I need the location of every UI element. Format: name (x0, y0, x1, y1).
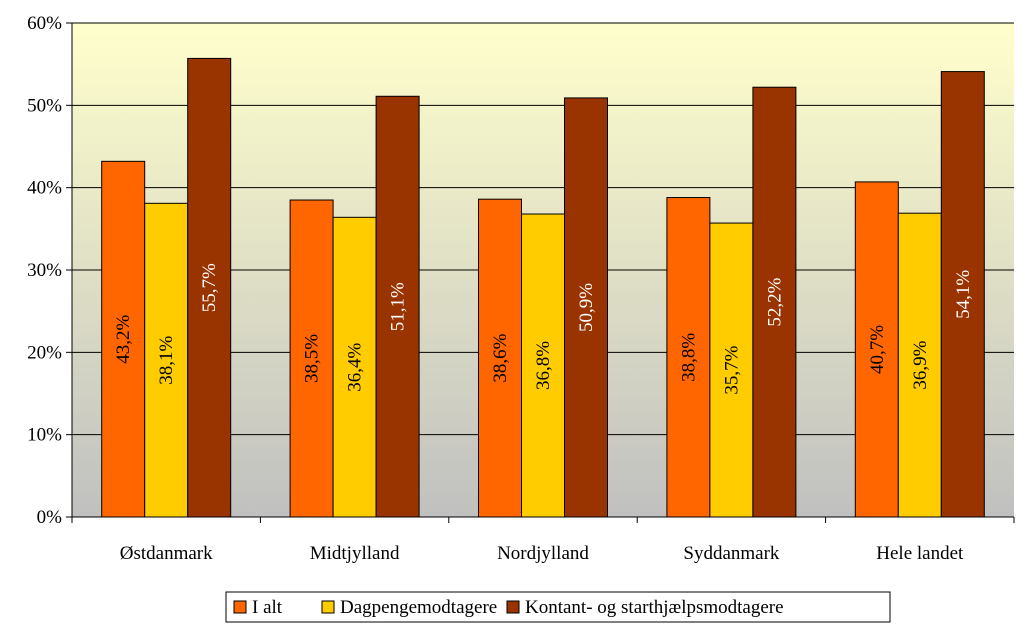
bar (752, 86, 797, 518)
legend-swatch (506, 600, 520, 614)
bar (854, 181, 899, 518)
x-tick-label: Nordjylland (497, 543, 589, 564)
x-axis-ticks: Østdanmark Midtjylland Nordjylland Syddanma… (71, 517, 1015, 564)
data-label: 50,9% (576, 283, 597, 332)
x-tick-label: Syddanmark (683, 543, 780, 564)
data-label: 38,6% (490, 333, 511, 382)
y-tick-label: 40% (27, 178, 62, 199)
data-label: 38,8% (678, 333, 699, 382)
bar (709, 222, 754, 518)
legend-label: Dagpengemodtagere (340, 597, 497, 618)
data-label: 38,1% (156, 335, 177, 384)
legend-swatch (233, 600, 247, 614)
y-tick-label: 30% (27, 260, 62, 281)
x-tick-label: Østdanmark (120, 543, 213, 564)
bar (478, 198, 522, 518)
y-tick-label: 10% (27, 425, 62, 446)
bar-labels: 43,2% 38,1% 55,7% 38,5% 36,4% 51,1% 38,6% 36,8%… (113, 263, 974, 395)
data-label: 40,7% (867, 325, 888, 374)
data-label: 35,7% (721, 345, 742, 394)
y-tick-label: 50% (27, 95, 62, 116)
y-tick-label: 60% (27, 13, 62, 34)
data-label: 36,4% (345, 342, 366, 391)
y-axis-ticks: 0% 10% 20% 30% 40% 50% 60% (27, 13, 72, 528)
y-tick-label: 0% (37, 507, 63, 528)
data-label: 52,2% (764, 277, 785, 326)
data-label: 43,2% (113, 314, 134, 363)
legend-box (225, 591, 891, 623)
legend-label: Kontant- og starthjælpsmodtagere (525, 597, 784, 618)
legend-label: I alt (252, 597, 283, 618)
data-label: 54,1% (953, 270, 974, 319)
bar (666, 197, 711, 518)
bar (940, 71, 985, 518)
bars (101, 57, 985, 518)
bar (521, 213, 565, 518)
bar (564, 97, 608, 518)
data-label: 51,1% (388, 282, 409, 331)
data-label: 38,5% (302, 334, 323, 383)
y-tick-label: 20% (27, 342, 62, 363)
data-label: 36,8% (533, 341, 554, 390)
bar (897, 212, 942, 518)
legend-swatch (321, 600, 335, 614)
data-label: 36,9% (910, 340, 931, 389)
data-label: 55,7% (199, 263, 220, 312)
legend: I alt Dagpengemodtagere Kontant- og starth… (225, 591, 891, 623)
bar (375, 95, 420, 518)
x-tick-label: Midtjylland (310, 543, 400, 564)
x-tick-label: Hele landet (876, 543, 964, 564)
